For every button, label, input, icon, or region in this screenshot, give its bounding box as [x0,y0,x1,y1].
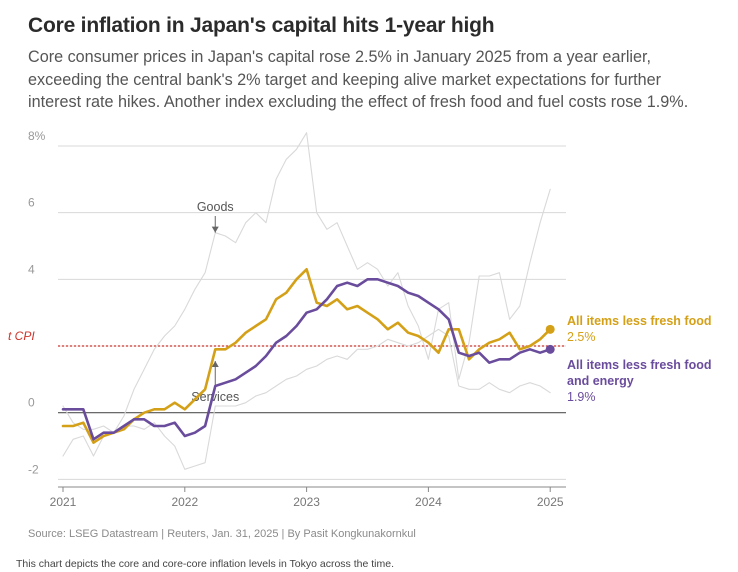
chart-subtitle: Core consumer prices in Japan's capital … [28,48,689,111]
y-tick-label-4: 0 [28,396,35,410]
chart-title: Core inflation in Japan's capital hits 1… [28,14,495,37]
series-name-label-1: All items less fresh food and energy [567,358,711,388]
background-series [62,132,551,470]
chart-caption: This chart depicts the core and core-cor… [16,558,394,570]
series-name-label-0: All items less fresh food [567,314,711,328]
main-series [61,268,555,444]
x-axis: 2021 2022 2023 2024 2025 [50,486,566,509]
annotation-label-goods: Goods [197,200,234,214]
x-tick-label-1: 2022 [171,495,198,509]
x-tick-label-0: 2021 [50,495,77,509]
y-tick-label-5: -2 [28,462,39,476]
annotation-label-services: Services [191,390,239,404]
y-tick-label-2: 4 [28,262,35,276]
series-end-dot-all-items-less-fresh-food [545,324,555,334]
series-line-services [62,328,551,470]
series-line-all-items-less-fresh-food-and-energy [61,278,552,441]
target-label: t CPI [8,329,35,343]
annotation-arrowhead-goods [211,226,219,233]
y-tick-label-1: 6 [28,196,35,210]
series-line-all-items-less-fresh-food [61,268,552,444]
series-line-goods [62,132,551,457]
x-tick-label-2: 2023 [293,495,320,509]
target-line-group: t CPI [8,329,566,347]
series-value-label-0: 2.5% [567,330,596,344]
annotations: Goods Services [191,200,239,404]
series-name-label-1-line-2: and energy [567,374,634,388]
x-tick-label-3: 2024 [415,495,442,509]
grid: 8% 6 4 0 -2 [28,129,566,480]
series-labels: All items less fresh food 2.5% All items l… [567,314,711,404]
x-tick-label-4: 2025 [537,495,564,509]
series-value-label-1: 1.9% [567,390,596,404]
y-tick-label-0: 8% [28,129,46,143]
annotation-arrowhead-services [211,361,219,367]
chart-svg: 8% 6 4 0 -2 t CPI Goods Services 2021 2022 2023… [8,129,711,509]
series-end-dot-all-items-less-fresh-food-and-energy [545,344,555,354]
series-name-label-1-line-1: All items less fresh food [567,358,711,372]
source-note: Source: LSEG Datastream | Reuters, Jan. … [28,528,416,540]
